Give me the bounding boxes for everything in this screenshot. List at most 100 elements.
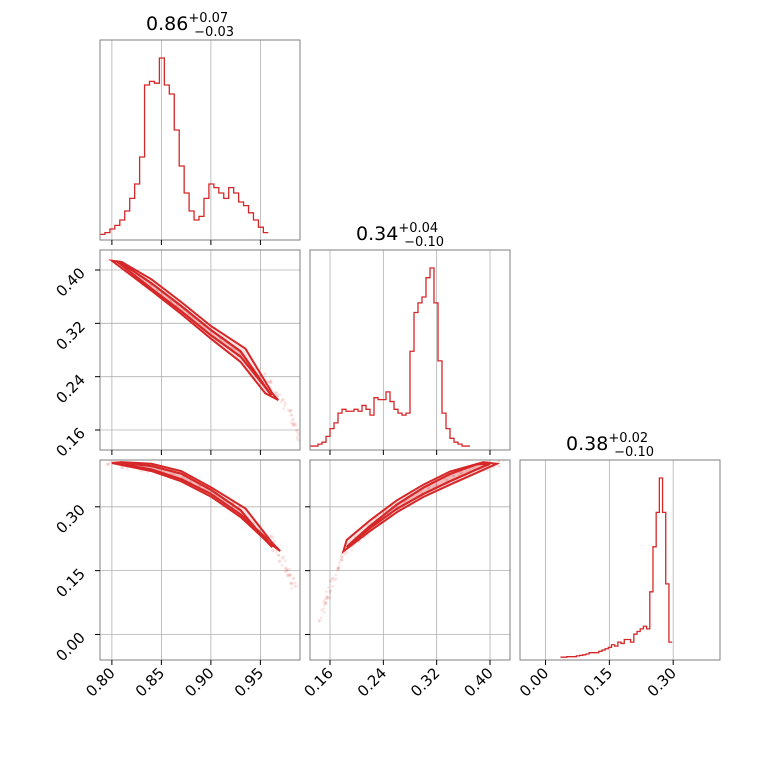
scatter-point	[330, 576, 334, 580]
contour-inner	[345, 462, 491, 549]
scatter-point	[289, 581, 293, 585]
scatter-point	[266, 380, 270, 384]
scatter-point	[283, 566, 287, 570]
scatter-point	[275, 393, 279, 397]
x-tick-label-p1: 0.32	[407, 664, 443, 700]
scatter-point	[317, 619, 321, 623]
scatter-point	[322, 610, 326, 614]
scatter-point	[339, 555, 343, 559]
scatter-point	[324, 602, 328, 606]
scatter-point	[280, 563, 284, 567]
hist-panel-p0	[99, 39, 301, 245]
scatter-point	[486, 468, 490, 472]
scatter-point	[272, 539, 276, 543]
scatter-point	[120, 466, 124, 470]
scatter-point	[426, 487, 430, 491]
scatter-point	[271, 536, 275, 540]
panel-frame	[99, 39, 301, 241]
scatter-point	[286, 408, 290, 412]
scatter-point	[340, 558, 344, 562]
scatter-point	[119, 465, 123, 469]
scatter-point	[338, 558, 342, 562]
x-tick-label-p0: 0.85	[132, 664, 168, 700]
y-tick-label-p1: 0.24	[52, 371, 88, 407]
panel-frame	[519, 459, 721, 661]
scatter-point	[281, 398, 285, 402]
scatter-point	[434, 483, 438, 487]
pair-panel-p0-p1	[95, 249, 301, 455]
panel-title-p0: 0.86+0.07 −0.03	[146, 11, 234, 40]
scatter-point	[274, 391, 278, 395]
scatter-point	[328, 596, 332, 600]
scatter-point	[329, 578, 333, 582]
scatter-point	[282, 555, 286, 559]
scatter-point	[292, 576, 296, 580]
panel-frame	[309, 249, 511, 451]
scatter-point	[497, 465, 501, 469]
scatter-point	[289, 408, 293, 412]
scatter-point	[291, 577, 295, 581]
scatter-point	[286, 574, 290, 578]
scatter-point	[322, 601, 326, 605]
title-minus: −0.10	[614, 445, 654, 460]
scatter-point	[496, 464, 500, 468]
scatter-point	[340, 558, 344, 562]
contour-inner	[116, 461, 274, 548]
y-tick-label-p2: 0.00	[52, 629, 88, 665]
scatter-point	[323, 604, 327, 608]
scatter-point	[285, 568, 289, 572]
scatter-point	[271, 549, 275, 553]
scatter-point	[106, 462, 110, 466]
scatter-point	[340, 555, 344, 559]
scatter-point	[324, 590, 328, 594]
scatter-point	[171, 472, 175, 476]
contour-inner	[116, 260, 273, 396]
scatter-point	[283, 401, 287, 405]
scatter-point	[275, 391, 279, 395]
scatter-point	[284, 568, 288, 572]
scatter-point	[280, 398, 284, 402]
scatter-point	[329, 589, 333, 593]
x-tick-label-p2: 0.30	[644, 664, 680, 700]
scatter-point	[324, 601, 328, 605]
scatter-point	[263, 372, 267, 376]
x-tick-label-p2: 0.15	[580, 664, 616, 700]
scatter-point	[280, 556, 284, 560]
scatter-point	[289, 409, 293, 413]
scatter-point	[290, 413, 294, 417]
scatter-point	[107, 462, 111, 466]
scatter-point	[322, 607, 326, 611]
scatter-point	[325, 594, 329, 598]
scatter-point	[459, 472, 463, 476]
scatter-point	[294, 422, 298, 426]
scatter-point	[121, 466, 125, 470]
scatter-point	[452, 474, 456, 478]
scatter-point	[278, 392, 282, 396]
panel-frame	[309, 459, 511, 661]
scatter-point	[293, 421, 297, 425]
title-minus: −0.10	[404, 235, 444, 250]
x-tick-label-p1: 0.40	[460, 664, 496, 700]
y-tick-label-p1: 0.40	[52, 264, 88, 300]
scatter-point	[289, 413, 293, 417]
scatter-point	[125, 467, 129, 471]
scatter-point	[104, 258, 108, 262]
scatter-point	[283, 570, 287, 574]
scatter-point	[285, 569, 289, 573]
scatter-point	[293, 424, 297, 428]
hist-panel-p2	[519, 459, 721, 665]
scatter-point	[319, 616, 323, 620]
scatter-point	[291, 422, 295, 426]
scatter-point	[295, 428, 299, 432]
scatter-point	[340, 554, 344, 558]
scatter-point	[496, 460, 500, 463]
y-tick-label-p1: 0.32	[52, 317, 88, 353]
scatter-point	[294, 429, 298, 433]
scatter-point	[324, 601, 328, 605]
scatter-point	[108, 461, 112, 465]
scatter-point	[336, 567, 340, 571]
scatter-point	[290, 581, 294, 585]
scatter-point	[277, 553, 281, 557]
scatter-point	[288, 574, 292, 578]
scatter-point	[289, 421, 293, 425]
